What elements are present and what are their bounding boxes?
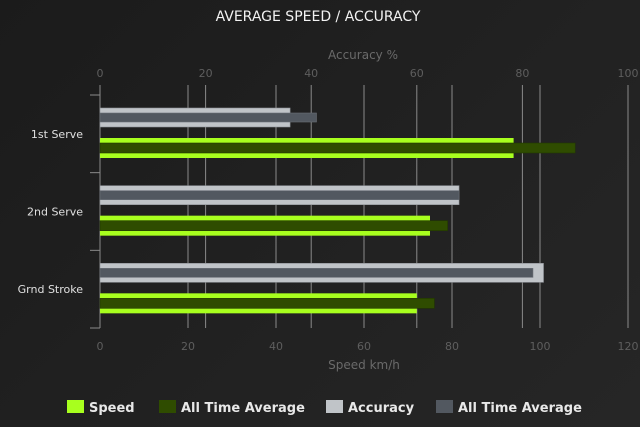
speed-average-bar — [99, 220, 448, 231]
bottom-axis-label: Speed km/h — [328, 358, 400, 372]
speed-tick-label: 120 — [618, 340, 639, 353]
legend-label: Speed — [89, 401, 135, 416]
category-label: 1st Serve — [31, 128, 83, 141]
accuracy-tick-label: 40 — [304, 67, 318, 80]
legend-label: All Time Average — [458, 401, 582, 416]
speed-tick-label: 0 — [97, 340, 104, 353]
legend-swatch — [159, 400, 176, 413]
accuracy-average-bar — [99, 190, 460, 200]
accuracy-average-bar — [99, 268, 534, 278]
speed-average-bar — [99, 142, 576, 154]
category-label: Grnd Stroke — [18, 283, 84, 296]
accuracy-tick-label: 100 — [618, 67, 639, 80]
category-label: 2nd Serve — [27, 206, 83, 219]
accuracy-tick-label: 0 — [97, 67, 104, 80]
legend-swatch — [436, 400, 453, 413]
accuracy-average-bar — [99, 112, 317, 123]
accuracy-tick-label: 20 — [199, 67, 213, 80]
legend-label: Accuracy — [348, 401, 415, 416]
top-axis-label: Accuracy % — [328, 48, 398, 62]
speed-tick-label: 80 — [445, 340, 459, 353]
speed-tick-label: 20 — [181, 340, 195, 353]
accuracy-tick-label: 80 — [515, 67, 529, 80]
legend-label: All Time Average — [181, 401, 305, 416]
legend-swatch — [326, 400, 343, 413]
chart-title: AVERAGE SPEED / ACCURACY — [216, 9, 421, 25]
speed-average-bar — [99, 298, 435, 309]
accuracy-tick-label: 60 — [410, 67, 424, 80]
speed-tick-label: 60 — [357, 340, 371, 353]
speed-tick-label: 100 — [530, 340, 551, 353]
legend-swatch — [67, 400, 84, 413]
speed-tick-label: 40 — [269, 340, 283, 353]
